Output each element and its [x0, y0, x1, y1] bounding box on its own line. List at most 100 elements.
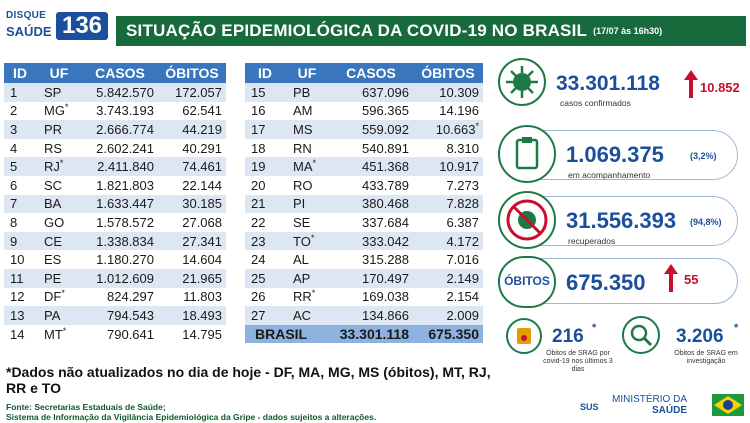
cell-id: 27 [245, 306, 285, 325]
cell-uf: RN [285, 138, 329, 158]
cell-obitos: 2.149 [413, 268, 483, 288]
cell-obitos: 7.273 [413, 175, 483, 195]
monitoring-pct: (3,2%) [690, 151, 717, 161]
flag-icon [712, 394, 744, 416]
table-row: 20 RO 433.789 7.273 [245, 175, 483, 195]
asterisk-mark: * [310, 232, 315, 243]
cell-casos: 169.038 [329, 287, 413, 307]
cell-casos: 637.096 [329, 83, 413, 102]
cell-uf: PR [36, 120, 82, 139]
asterisk-mark: * [475, 120, 479, 131]
cell-id: 21 [245, 194, 285, 214]
cell-casos: 451.368 [329, 157, 413, 176]
cell-casos: 3.743.193 [82, 101, 158, 121]
sus-logo: SUS [580, 402, 599, 412]
cell-uf: SC [36, 175, 82, 195]
srag-recent-label: Óbitos de SRAG por covid-19 nos últimos … [543, 350, 613, 373]
table-body-left: 1 SP 5.842.570 172.057 2 MG* 3.743.193 62.541 3 P… [4, 83, 226, 344]
cell-id: 12 [4, 287, 36, 307]
table-row: 6 SC 1.821.803 22.144 [4, 175, 226, 195]
srag-investigation-mark: * [734, 322, 739, 334]
total-label: BRASIL [245, 324, 329, 344]
cell-id: 26 [245, 287, 285, 307]
logo-number: 136 [56, 12, 108, 40]
srag-recent-mark: * [592, 322, 597, 334]
cell-uf: AM [285, 101, 329, 121]
table-row: 5 RJ* 2.411.840 74.461 [4, 157, 226, 176]
table-row: 22 SE 337.684 6.387 [245, 213, 483, 232]
cell-casos: 333.042 [329, 231, 413, 251]
cell-obitos: 10.309 [413, 83, 483, 102]
cell-obitos: 74.461 [158, 157, 226, 176]
cell-casos: 559.092 [329, 120, 413, 139]
cell-casos: 2.411.840 [82, 157, 158, 176]
recovered-value: 31.556.393 [566, 208, 677, 233]
virus-icon [498, 58, 546, 106]
cell-uf: SP [36, 83, 82, 102]
cell-uf: MS [285, 120, 329, 139]
table-row: 13 PA 794.543 18.493 [4, 306, 226, 325]
cell-uf: MG* [36, 101, 82, 121]
cell-id: 1 [4, 83, 36, 102]
cell-obitos: 2.154 [413, 287, 483, 307]
table-header-row: ID UF CASOS ÓBITOS [4, 63, 226, 83]
logo-line2: SAÚDE [6, 24, 52, 39]
cell-obitos: 14.795 [158, 324, 226, 344]
srag-recent-value: 216 [552, 326, 584, 347]
cell-uf: PA [36, 306, 82, 325]
cell-obitos: 27.341 [158, 231, 226, 251]
logo-line1: DISQUE [6, 10, 47, 21]
table-row: 23 TO* 333.042 4.172 [245, 231, 483, 251]
cell-obitos: 30.185 [158, 194, 226, 214]
cell-id: 19 [245, 157, 285, 176]
table-row: 25 AP 170.497 2.149 [245, 268, 483, 288]
srag-investigation-label: Óbitos de SRAG em investigação [674, 350, 738, 365]
cell-uf: ES [36, 250, 82, 269]
cell-uf: PE [36, 268, 82, 288]
cell-obitos: 44.219 [158, 120, 226, 139]
cell-obitos: 21.965 [158, 268, 226, 288]
cell-obitos: 14.604 [158, 250, 226, 269]
report-date: (17/07 às 16h30) [593, 26, 663, 36]
cell-casos: 540.891 [329, 138, 413, 158]
monitoring-label: em acompanhamento [568, 170, 651, 180]
cell-casos: 337.684 [329, 213, 413, 232]
cell-id: 23 [245, 231, 285, 251]
cell-uf: PB [285, 83, 329, 102]
cell-uf: TO* [285, 231, 329, 251]
asterisk-mark: * [62, 325, 67, 336]
cell-id: 18 [245, 138, 285, 158]
cell-casos: 2.602.241 [82, 138, 158, 158]
ministry-line2: SAÚDE [652, 405, 688, 416]
cell-casos: 824.297 [82, 287, 158, 307]
cell-uf: RO [285, 175, 329, 195]
ministry-logo: MINISTÉRIO DA SAÚDE [612, 394, 687, 416]
cell-uf: MA* [285, 157, 329, 176]
cell-id: 17 [245, 120, 285, 139]
cell-uf: MT* [36, 324, 82, 344]
states-table-right: ID UF CASOS ÓBITOS 15 PB 637.096 10.309 16 AM… [245, 63, 483, 344]
cell-id: 20 [245, 175, 285, 195]
asterisk-mark: * [311, 288, 316, 299]
cell-casos: 1.821.803 [82, 175, 158, 195]
cell-casos: 5.842.570 [82, 83, 158, 102]
table-row: 26 RR* 169.038 2.154 [245, 287, 483, 307]
cell-casos: 596.365 [329, 101, 413, 121]
cell-obitos: 4.172 [413, 231, 483, 251]
cell-casos: 170.497 [329, 268, 413, 288]
cell-casos: 134.866 [329, 306, 413, 325]
table-row: 18 RN 540.891 8.310 [245, 138, 483, 158]
source-text: Fonte: Secretarias Estaduais de Saúde; S… [6, 402, 506, 422]
srag-investigation-value: 3.206 [676, 326, 724, 347]
cell-obitos: 7.016 [413, 250, 483, 269]
cell-uf: BA [36, 194, 82, 214]
cell-uf: PI [285, 194, 329, 214]
col-uf: UF [36, 63, 82, 83]
table-row: 27 AC 134.866 2.009 [245, 306, 483, 325]
cell-casos: 1.180.270 [82, 250, 158, 269]
cell-id: 9 [4, 231, 36, 251]
asterisk-mark: * [312, 158, 317, 169]
cell-id: 13 [4, 306, 36, 325]
cell-uf: SE [285, 213, 329, 232]
cell-id: 4 [4, 138, 36, 158]
